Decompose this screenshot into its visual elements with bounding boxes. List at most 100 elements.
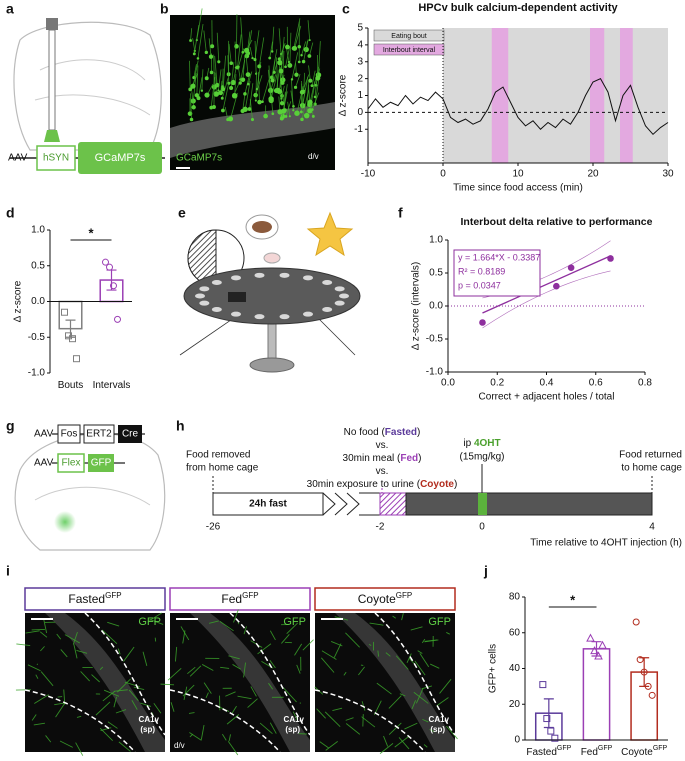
part-label: GFP <box>91 458 112 469</box>
condition-name: Fasted <box>385 427 417 438</box>
neurite <box>75 742 84 756</box>
part-box <box>57 453 85 473</box>
fiber-tip <box>44 130 60 142</box>
soma <box>294 110 300 116</box>
neurite <box>131 700 138 710</box>
soma <box>284 65 287 69</box>
condition-label: 30min meal (Fed) <box>343 453 422 464</box>
neurite <box>383 735 389 747</box>
neurite <box>318 41 321 76</box>
neurite <box>401 613 404 621</box>
neurite <box>439 678 452 694</box>
neurite <box>410 626 423 631</box>
legend-label: Eating bout <box>391 33 426 40</box>
y-tick-label: 5 <box>357 23 363 34</box>
soma <box>191 105 196 110</box>
neurite <box>398 737 410 750</box>
bar <box>582 648 611 741</box>
neurite <box>193 63 197 78</box>
neurite <box>250 686 257 697</box>
neurite <box>361 716 376 728</box>
hole <box>195 293 205 299</box>
soma <box>299 89 305 95</box>
neurite <box>424 639 439 643</box>
image-title-sup: GFP <box>396 591 412 600</box>
neurite <box>283 84 288 112</box>
point <box>110 282 117 290</box>
soma <box>268 97 274 104</box>
category-name: Coyote <box>621 747 653 758</box>
injection-text: ip <box>463 438 474 449</box>
soma <box>310 108 314 111</box>
neurite <box>201 69 204 91</box>
neurite <box>193 24 200 54</box>
hole <box>279 272 290 278</box>
neurite <box>64 634 80 644</box>
y-tick-label: 4 <box>357 40 363 51</box>
neurite <box>368 643 372 646</box>
neurite <box>227 741 239 756</box>
y-tick-label: 0.0 <box>31 296 45 307</box>
neurite <box>133 686 145 690</box>
shaded-interval <box>620 28 633 163</box>
neurite <box>200 724 205 740</box>
soma <box>278 68 284 74</box>
hole <box>279 314 290 320</box>
soma <box>211 105 216 110</box>
soma <box>190 83 196 89</box>
escape-box <box>228 292 246 302</box>
neurite <box>247 698 258 708</box>
neurite <box>430 663 440 669</box>
soma <box>279 116 284 121</box>
neurite <box>422 718 429 723</box>
x-tick-label: 30 <box>662 169 674 180</box>
neurite <box>268 682 274 690</box>
neurite <box>245 50 249 75</box>
neurite <box>289 32 292 66</box>
image-title-sup: GFP <box>242 591 258 600</box>
neurite <box>182 630 186 644</box>
neurite <box>102 691 115 702</box>
neurite <box>123 646 135 662</box>
y-tick-label: 20 <box>509 699 521 710</box>
neurite <box>237 622 240 625</box>
timeline-tick: -2 <box>376 522 385 533</box>
category-sup: GFP <box>557 745 572 752</box>
neurite <box>333 643 342 658</box>
neurite <box>226 714 240 725</box>
y-tick-label: 1.0 <box>429 235 443 246</box>
neurite <box>280 36 285 72</box>
condition-text: ) <box>454 479 457 490</box>
significance-label: * <box>88 225 94 240</box>
neurite <box>446 725 458 740</box>
point <box>539 681 547 689</box>
soma <box>251 56 254 60</box>
neurite <box>278 28 282 55</box>
point <box>551 734 559 742</box>
neurite <box>282 51 285 83</box>
neurite <box>417 650 423 654</box>
panel-a: AAV hSYN GCaMP7s <box>8 18 165 174</box>
soma <box>280 80 285 85</box>
condition-text: 30min exposure to urine ( <box>307 479 421 490</box>
panel-label: c <box>342 1 350 17</box>
neurite <box>232 66 237 83</box>
condition-name: Fed <box>400 453 418 464</box>
boundary <box>84 612 166 736</box>
neurite <box>192 38 196 51</box>
neurite <box>262 79 270 102</box>
neurite <box>201 664 214 671</box>
neurite <box>276 57 279 91</box>
neurite <box>231 705 237 714</box>
neurite <box>295 73 301 88</box>
soma <box>285 44 290 50</box>
soma <box>281 108 287 114</box>
neurite <box>191 91 195 108</box>
neurite <box>35 674 39 679</box>
soma <box>240 77 246 83</box>
region-label: CA1v <box>429 715 450 724</box>
point <box>547 727 555 735</box>
neurite <box>34 694 49 704</box>
hole <box>254 314 265 320</box>
neurite <box>319 741 329 749</box>
